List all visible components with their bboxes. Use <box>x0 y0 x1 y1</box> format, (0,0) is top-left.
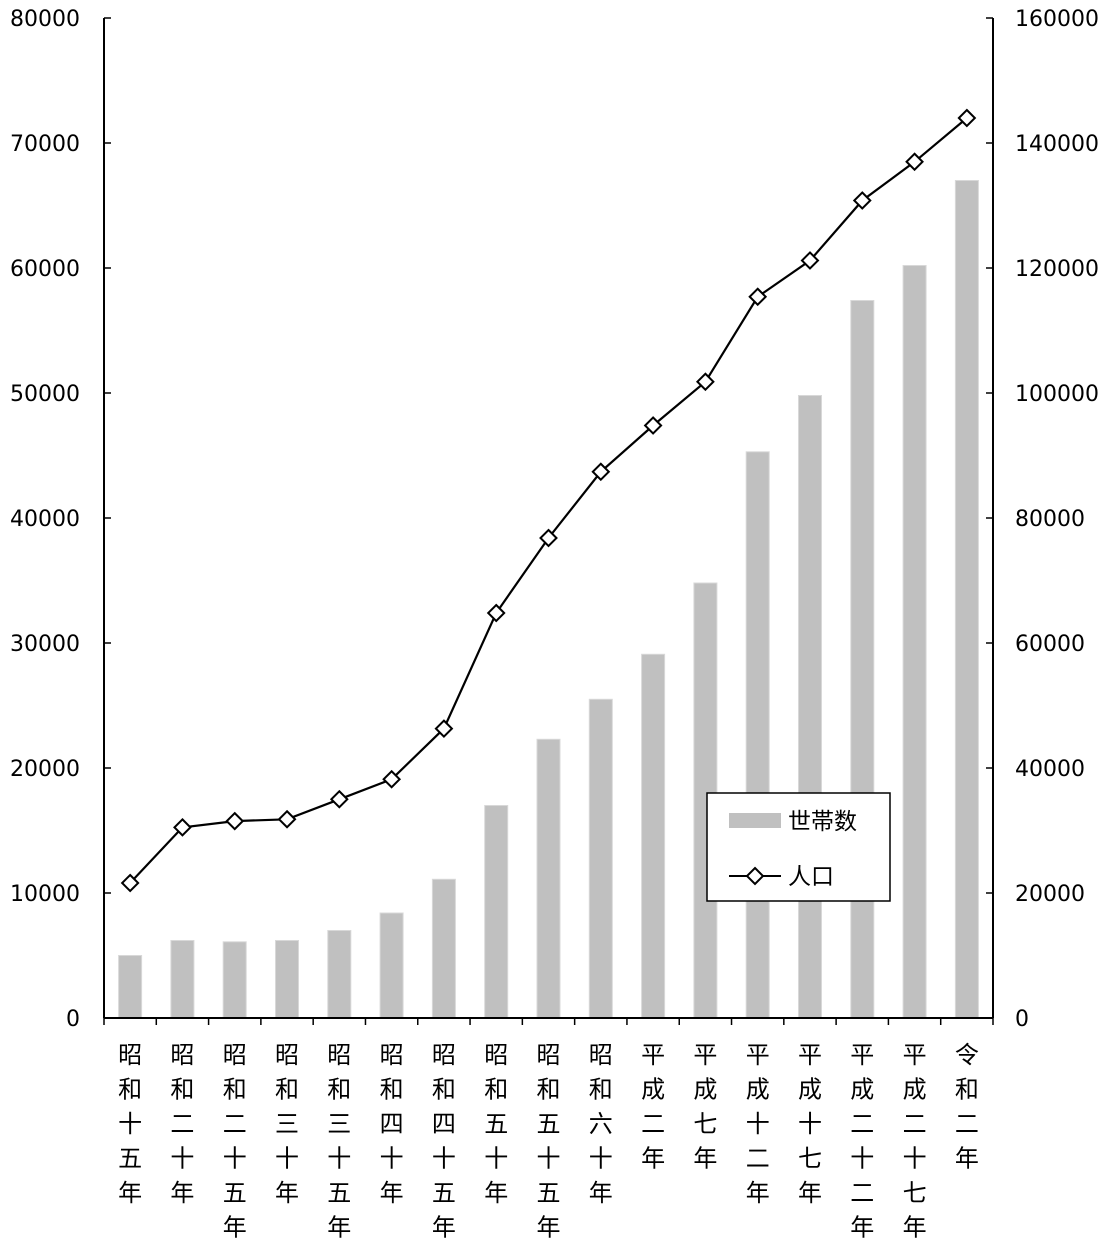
population-point-4 <box>277 809 297 829</box>
legend-diamond-icon <box>745 866 765 886</box>
population-point-17 <box>957 108 977 128</box>
bar-3 <box>222 941 247 1019</box>
category-label-2: 昭和二十年 <box>170 1041 194 1207</box>
population-point-14 <box>800 251 820 270</box>
right-y-tick-label: 40000 <box>1015 757 1085 782</box>
right-y-tick-label: 80000 <box>1015 507 1085 532</box>
category-label-5: 昭和三十五年 <box>327 1041 351 1242</box>
legend-bar-label: 世帯数 <box>788 809 857 835</box>
population-point-8 <box>486 603 506 623</box>
population-point-9 <box>539 528 558 548</box>
population-point-15 <box>852 191 872 210</box>
legend-line-label: 人口 <box>788 864 834 890</box>
bar-6 <box>379 912 404 1019</box>
legend-box <box>706 792 891 902</box>
right-y-tick-label: 60000 <box>1015 632 1085 657</box>
bar-4 <box>275 940 299 1019</box>
labels-layer: 0 10000 20000 30000 40000 50000 60000 70000 8000… <box>10 7 1099 1242</box>
category-label-4: 昭和三十年 <box>275 1041 299 1207</box>
right-y-tick-label: 160000 <box>1015 7 1099 32</box>
population-point-16 <box>905 152 924 172</box>
category-label-11: 平成二年 <box>641 1041 665 1173</box>
line-layer <box>120 108 977 893</box>
bar-5 <box>327 930 352 1019</box>
right-y-tick-label: 100000 <box>1015 382 1099 407</box>
category-label-13: 平成十二年 <box>746 1041 770 1207</box>
left-y-tick-label: 30000 <box>10 632 80 657</box>
category-label-6: 昭和四十年 <box>380 1041 404 1207</box>
legend: 世帯数 人口 <box>706 792 891 902</box>
category-label-12: 平成七年 <box>693 1041 717 1173</box>
category-label-16: 平成二十七年 <box>903 1041 927 1242</box>
category-label-15: 平成二十二年 <box>850 1041 874 1242</box>
bar-2 <box>170 940 195 1019</box>
bar-17 <box>954 180 979 1019</box>
left-y-tick-label: 60000 <box>10 257 80 282</box>
population-point-5 <box>329 789 349 809</box>
left-y-tick-label: 20000 <box>10 757 80 782</box>
bar-14 <box>798 395 822 1019</box>
left-y-tick-label: 80000 <box>10 7 80 32</box>
population-point-2 <box>173 817 192 837</box>
right-y-tick-label: 20000 <box>1015 882 1085 907</box>
category-label-10: 昭和六十年 <box>589 1041 613 1207</box>
bar-7 <box>431 878 456 1019</box>
bar-10 <box>588 698 613 1019</box>
left-y-tick-label: 70000 <box>10 132 80 157</box>
population-point-12 <box>695 372 715 392</box>
bar-1 <box>118 955 143 1019</box>
population-point-13 <box>748 287 768 307</box>
right-y-tick-label: 140000 <box>1015 132 1099 157</box>
category-label-7: 昭和四十五年 <box>432 1041 456 1242</box>
bar-8 <box>484 805 509 1019</box>
population-point-10 <box>591 462 611 482</box>
population-point-11 <box>643 416 663 435</box>
population-point-7 <box>434 719 454 739</box>
left-y-tick-label: 10000 <box>10 882 80 907</box>
right-y-tick-label: 120000 <box>1015 257 1099 282</box>
bar-15 <box>850 300 875 1019</box>
right-y-tick-label: 0 <box>1015 1007 1029 1032</box>
left-y-tick-label: 0 <box>66 1007 80 1032</box>
axes-layer <box>103 17 994 1025</box>
category-label-3: 昭和二十五年 <box>223 1041 247 1242</box>
category-label-8: 昭和五十年 <box>484 1041 508 1207</box>
bar-16 <box>902 265 927 1019</box>
bar-13 <box>745 451 770 1019</box>
population-point-1 <box>120 873 140 893</box>
category-label-17: 令和二年 <box>955 1041 979 1173</box>
category-label-9: 昭和五十五年 <box>537 1041 561 1242</box>
population-point-3 <box>225 811 245 831</box>
left-y-tick-label: 50000 <box>10 382 80 407</box>
category-label-1: 昭和十五年 <box>118 1041 142 1207</box>
bar-9 <box>536 738 561 1019</box>
bars-layer <box>118 180 979 1019</box>
legend-bar-swatch <box>729 813 781 828</box>
category-label-14: 平成十七年 <box>798 1041 822 1207</box>
left-y-tick-label: 40000 <box>10 507 80 532</box>
bar-11 <box>641 653 666 1019</box>
population-point-6 <box>382 769 402 789</box>
